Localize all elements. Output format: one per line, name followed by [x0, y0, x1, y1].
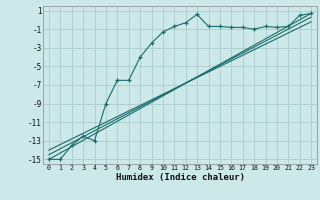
X-axis label: Humidex (Indice chaleur): Humidex (Indice chaleur): [116, 173, 244, 182]
